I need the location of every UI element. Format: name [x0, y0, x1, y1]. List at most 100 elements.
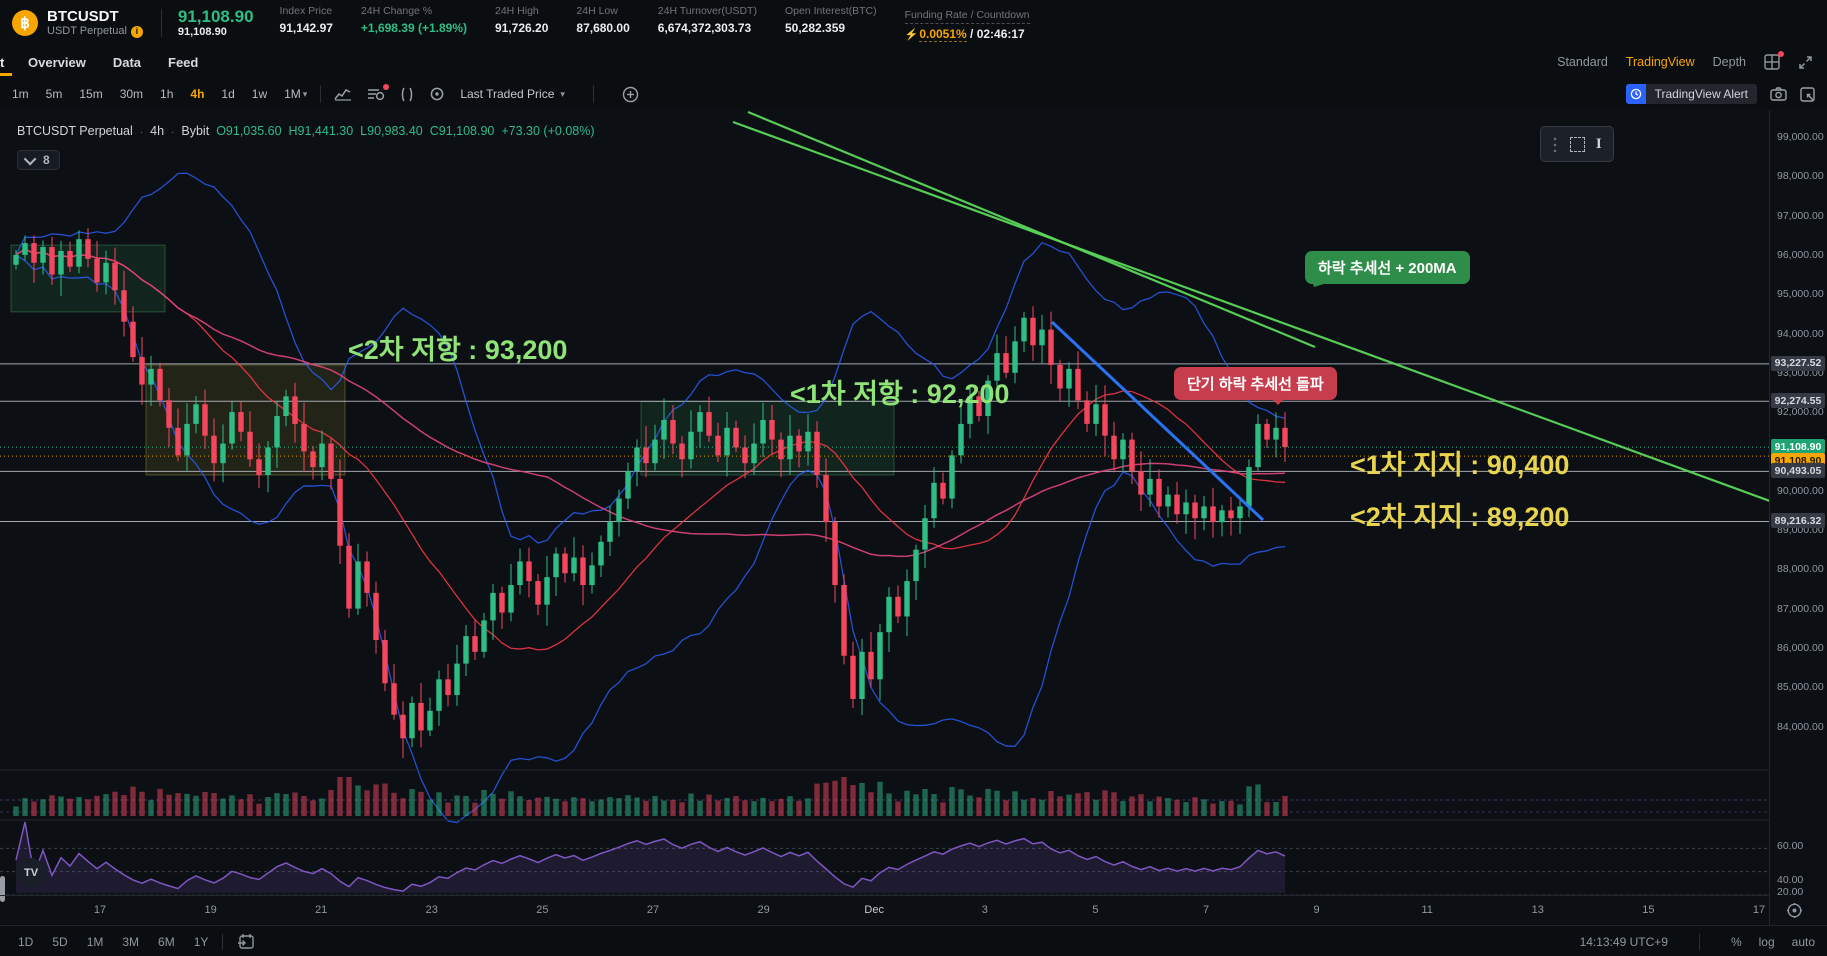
mode-tab-depth[interactable]: Depth: [1712, 55, 1746, 69]
time-tick-7[interactable]: 7: [1202, 904, 1210, 916]
time-tick-Dec[interactable]: Dec: [864, 904, 884, 916]
last-price-badge[interactable]: 91,108.90: [1771, 439, 1825, 455]
legend-low: L90,983.40: [360, 124, 423, 138]
stat-label: 24H High: [495, 5, 539, 17]
range-1m[interactable]: 1M: [86, 934, 104, 949]
time-tick-21[interactable]: 21: [315, 904, 328, 916]
market-stats: Index Price 91,142.97 24H Change % +1,698.3…: [280, 5, 1030, 42]
range-5d[interactable]: 5D: [52, 934, 68, 949]
interval-1h[interactable]: 1h: [160, 87, 174, 101]
time-tick-9[interactable]: 9: [1313, 904, 1320, 916]
nav-tab-overview[interactable]: Overview: [28, 54, 86, 70]
price-tick: 96,000.00: [1777, 248, 1824, 261]
interval-30m[interactable]: 30m: [119, 87, 144, 101]
indicators-icon[interactable]: [367, 84, 390, 101]
floating-draw-toolbar[interactable]: I: [1540, 126, 1614, 162]
price-tick: 88,000.00: [1777, 563, 1824, 576]
range-1y[interactable]: 1Y: [193, 934, 209, 949]
time-tick-15[interactable]: 15: [1642, 904, 1655, 916]
stat-value: +1,698.39 (+1.89%): [360, 21, 467, 35]
compare-icon[interactable]: [400, 87, 414, 102]
interval-selector: 1m 5m 15m 30m 1h 4h 1d 1w 1M: [12, 87, 301, 101]
range-presets: 1D 5D 1M 3M 6M 1Y: [0, 935, 208, 949]
interval-1d[interactable]: 1d: [221, 87, 235, 101]
time-tick-17[interactable]: 17: [1752, 904, 1766, 916]
nav-tab-data[interactable]: Data: [112, 54, 142, 70]
candlestick-canvas[interactable]: [0, 110, 1770, 895]
mode-tab-tradingview[interactable]: TradingView: [1625, 55, 1695, 69]
notification-dot: [1778, 51, 1784, 57]
time-tick-17[interactable]: 17: [93, 904, 107, 916]
text-cursor-icon[interactable]: I: [1595, 135, 1602, 152]
go-to-date-icon[interactable]: [237, 933, 255, 950]
stat-0: Index Price 91,142.97: [280, 5, 333, 35]
level-price-badge[interactable]: 93,227.52: [1771, 355, 1825, 371]
left-scroll-handle[interactable]: [0, 876, 5, 902]
time-tick-23[interactable]: 23: [425, 904, 438, 916]
last-price: 91,108.90: [177, 6, 254, 26]
interval-5m[interactable]: 5m: [45, 87, 63, 101]
interval-1M[interactable]: 1M: [284, 87, 301, 101]
osc-tick: 20.00: [1777, 886, 1804, 898]
resistance-1-annotation: <1차 저항 : 92,200: [790, 379, 1010, 409]
symbol-title[interactable]: BTCUSDT: [47, 8, 119, 25]
funding-bolt-icon: ⚡: [904, 29, 919, 41]
fullscreen-icon[interactable]: [1798, 55, 1813, 70]
stat-label: Index Price: [279, 5, 333, 17]
scale-pct[interactable]: %: [1730, 934, 1742, 949]
clock-label[interactable]: 14:13:49 UTC+9: [1579, 934, 1668, 949]
time-tick-3[interactable]: 3: [981, 904, 988, 916]
time-tick-19[interactable]: 19: [204, 904, 217, 916]
resistance-2-annotation: <2차 저항 : 93,200: [348, 335, 568, 365]
price-target-icon[interactable]: [429, 86, 445, 102]
time-tick-5[interactable]: 5: [1092, 904, 1099, 916]
interval-4h[interactable]: 4h: [190, 87, 205, 101]
interval-1m[interactable]: 1m: [12, 87, 29, 101]
indicator-notification-dot: [383, 84, 390, 90]
selection-cursor-icon[interactable]: [1569, 136, 1585, 152]
collapse-panel-icon[interactable]: [1800, 86, 1815, 102]
stat-4: 24H Turnover(USDT) 6,674,372,303.73: [658, 5, 757, 35]
symbol-block[interactable]: BTCUSDT USDT Perpetual i: [47, 8, 143, 38]
add-alert-icon[interactable]: [622, 86, 639, 103]
drag-handle-icon[interactable]: [1552, 136, 1559, 152]
time-tick-29[interactable]: 29: [757, 904, 770, 916]
price-axis[interactable]: 99,000.00 98,000.00 97,000.00 96,000.00 95,0…: [1769, 110, 1827, 925]
level-price-badge[interactable]: 89,216.32: [1771, 513, 1825, 529]
time-tick-11[interactable]: 11: [1421, 904, 1433, 916]
price-tick: 85,000.00: [1777, 681, 1824, 694]
time-axis[interactable]: 17 19 21 23 25 27 29 Dec 3 5 7 9 11 13 15 17: [0, 895, 1770, 926]
chart-legend: BTCUSDT Perpetual · 4h · Bybit O91,035.60 …: [17, 124, 595, 138]
level-price-badge[interactable]: 90,493.05: [1771, 463, 1825, 479]
time-tick-25[interactable]: 25: [536, 904, 549, 916]
axis-settings-gear-icon[interactable]: [1786, 902, 1803, 924]
chart-area[interactable]: BTCUSDT Perpetual · 4h · Bybit O91,035.60 …: [0, 110, 1827, 925]
info-icon[interactable]: i: [130, 25, 143, 38]
range-3m[interactable]: 3M: [122, 934, 140, 949]
range-6m[interactable]: 6M: [158, 934, 175, 949]
stat-5: Open Interest(BTC) 50,282.359: [785, 5, 877, 35]
stat-label[interactable]: Funding Rate / Countdown: [904, 9, 1030, 24]
price-mode-dropdown[interactable]: Last Traded Price ▾: [460, 87, 565, 101]
mode-tab-standard[interactable]: Standard: [1557, 55, 1608, 69]
scale-auto[interactable]: auto: [1791, 934, 1815, 949]
tradingview-alert-button[interactable]: TradingView Alert: [1625, 84, 1757, 104]
range-1d[interactable]: 1D: [18, 934, 34, 949]
time-tick-27[interactable]: 27: [646, 904, 660, 916]
nav-tab-feed[interactable]: Feed: [168, 54, 199, 70]
chart-style-icon[interactable]: [334, 87, 352, 101]
camera-icon[interactable]: [1770, 87, 1787, 101]
interval-1w[interactable]: 1w: [251, 87, 268, 101]
indicator-collapse-toggle[interactable]: 8: [17, 150, 60, 170]
level-price-badge[interactable]: 92,274.55: [1771, 393, 1825, 409]
osc-tick: 40.00: [1777, 874, 1804, 886]
grid-layout-icon[interactable]: [1764, 51, 1784, 70]
interval-more-caret[interactable]: ▾: [302, 88, 308, 99]
scale-controls: 14:13:49 UTC+9 % log auto: [1579, 933, 1827, 950]
stat-label: 24H Low: [576, 5, 618, 17]
tradingview-logo[interactable]: TV: [16, 858, 46, 888]
scale-log[interactable]: log: [1758, 934, 1775, 949]
time-tick-13[interactable]: 13: [1531, 904, 1544, 916]
tab-chart-partial[interactable]: t: [0, 46, 12, 78]
interval-15m[interactable]: 15m: [79, 87, 103, 101]
